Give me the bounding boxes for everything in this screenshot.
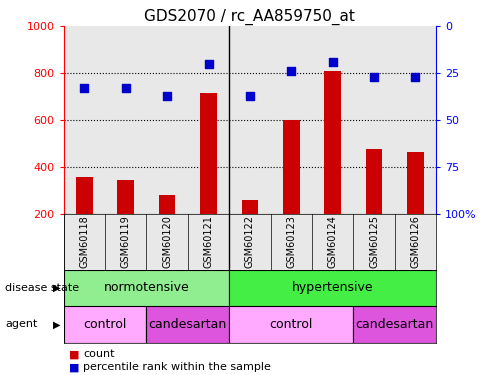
Bar xyxy=(366,149,382,214)
Point xyxy=(80,85,88,91)
Text: control: control xyxy=(83,318,127,331)
Text: ■: ■ xyxy=(69,350,79,359)
Text: GSM60123: GSM60123 xyxy=(286,215,296,268)
Title: GDS2070 / rc_AA859750_at: GDS2070 / rc_AA859750_at xyxy=(145,9,355,25)
Text: GSM60124: GSM60124 xyxy=(328,215,338,268)
Bar xyxy=(147,306,229,343)
Point xyxy=(122,85,130,91)
Point xyxy=(370,74,378,80)
Bar xyxy=(407,152,424,214)
Text: candesartan: candesartan xyxy=(356,318,434,331)
Bar xyxy=(324,71,341,214)
Bar xyxy=(118,180,134,214)
Text: count: count xyxy=(83,350,115,359)
Text: GSM60126: GSM60126 xyxy=(411,215,420,268)
Bar xyxy=(159,195,175,214)
Bar xyxy=(229,270,436,306)
Point xyxy=(287,68,295,74)
Bar xyxy=(229,306,353,343)
Text: hypertensive: hypertensive xyxy=(292,281,373,294)
Text: GSM60119: GSM60119 xyxy=(121,216,131,268)
Bar xyxy=(64,306,147,343)
Point xyxy=(329,59,337,65)
Point xyxy=(163,93,171,99)
Text: GSM60125: GSM60125 xyxy=(369,215,379,268)
Bar xyxy=(283,120,299,214)
Text: percentile rank within the sample: percentile rank within the sample xyxy=(83,363,271,372)
Bar xyxy=(242,200,258,214)
Text: control: control xyxy=(270,318,313,331)
Text: disease state: disease state xyxy=(5,283,79,293)
Point xyxy=(205,61,213,67)
Bar xyxy=(64,270,229,306)
Text: ▶: ▶ xyxy=(52,283,60,293)
Text: GSM60120: GSM60120 xyxy=(162,215,172,268)
Text: ▶: ▶ xyxy=(52,320,60,329)
Point xyxy=(412,74,419,80)
Point xyxy=(246,93,254,99)
Text: ■: ■ xyxy=(69,363,79,372)
Text: agent: agent xyxy=(5,320,37,329)
Text: GSM60121: GSM60121 xyxy=(203,215,214,268)
Text: GSM60122: GSM60122 xyxy=(245,215,255,268)
Text: GSM60118: GSM60118 xyxy=(79,216,89,268)
Text: normotensive: normotensive xyxy=(103,281,189,294)
Bar xyxy=(353,306,436,343)
Bar xyxy=(200,93,217,214)
Text: candesartan: candesartan xyxy=(148,318,227,331)
Bar xyxy=(76,177,93,214)
